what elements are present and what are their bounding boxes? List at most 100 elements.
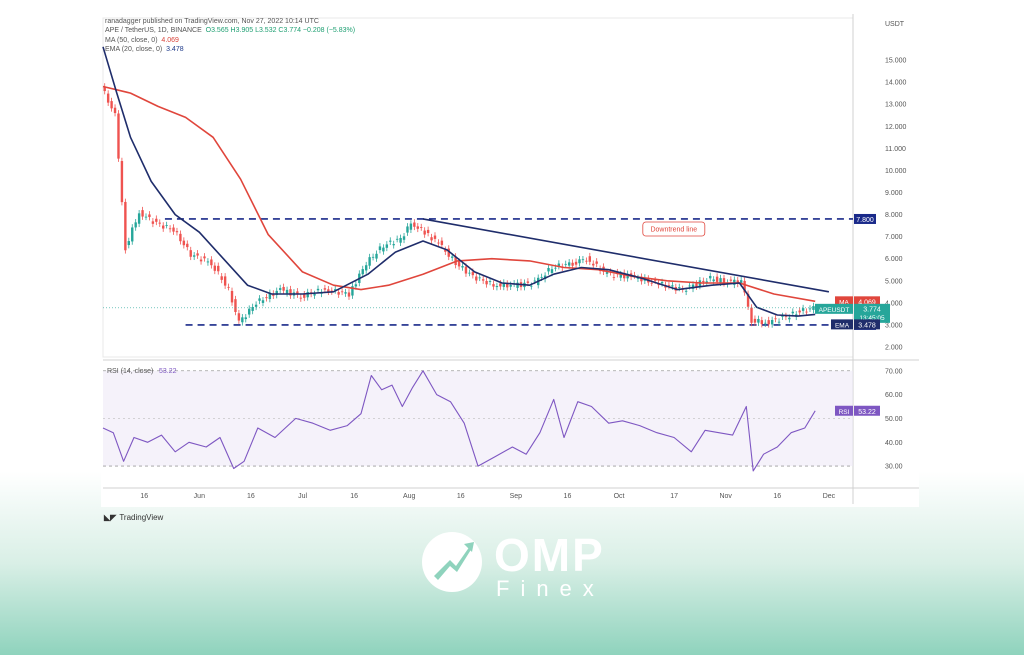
candle-body bbox=[506, 283, 509, 288]
candle-body bbox=[801, 308, 805, 311]
rsi-tag-value-bg bbox=[854, 405, 880, 416]
candle-body bbox=[540, 276, 543, 278]
x-tick-label: Dec bbox=[823, 493, 836, 500]
rsi-title-value: 53.22 bbox=[159, 368, 177, 375]
annotation-label: Downtrend line bbox=[650, 227, 697, 234]
candle-body bbox=[385, 244, 389, 248]
candle-body bbox=[248, 308, 251, 315]
candle-body bbox=[168, 228, 172, 230]
candle-body bbox=[502, 282, 506, 287]
candle-body bbox=[461, 266, 464, 268]
candle-body bbox=[633, 275, 636, 276]
candle-body bbox=[151, 221, 155, 224]
candle-body bbox=[172, 227, 175, 232]
candle-body bbox=[767, 320, 770, 325]
candle-body bbox=[399, 237, 402, 243]
candle-body bbox=[141, 210, 144, 217]
candle-body bbox=[554, 267, 557, 269]
candle-body bbox=[241, 317, 244, 323]
candle-body bbox=[199, 259, 203, 262]
candle-body bbox=[227, 286, 230, 288]
candle-body bbox=[450, 256, 454, 258]
price-tick-label: 5.000 bbox=[885, 278, 903, 285]
price-tick-label: 9.000 bbox=[885, 190, 903, 197]
candle-body bbox=[206, 261, 210, 263]
candle-body bbox=[812, 306, 815, 310]
x-tick-label: 16 bbox=[247, 493, 255, 500]
candle-body bbox=[808, 308, 812, 310]
candle-body bbox=[254, 304, 258, 307]
ema-tag-name-bg bbox=[831, 319, 853, 330]
candle-body bbox=[186, 243, 189, 248]
candle-body bbox=[389, 240, 392, 242]
candle-body bbox=[289, 289, 292, 296]
candle-body bbox=[337, 292, 340, 295]
candle-body bbox=[764, 322, 767, 324]
candle-body bbox=[117, 113, 120, 159]
tradingview-brand: ◣◤ TradingView bbox=[104, 513, 163, 522]
candle-body bbox=[770, 319, 774, 325]
candle-body bbox=[753, 318, 757, 323]
candle-body bbox=[282, 286, 285, 291]
ma50-line bbox=[102, 85, 816, 303]
candle-body bbox=[354, 284, 358, 287]
price-tick-label: 6.000 bbox=[885, 256, 903, 263]
candle-body bbox=[426, 229, 430, 234]
candle-body bbox=[588, 256, 592, 262]
candle-body bbox=[409, 223, 413, 230]
ape-tag-value-bg bbox=[854, 303, 890, 323]
price-chart-svg: USDT 15.000 14.000 13.000 12.000 11.000 10.000… bbox=[102, 14, 919, 504]
candle-body bbox=[457, 261, 461, 267]
candle-body bbox=[124, 201, 127, 251]
publisher-line: ranadagger published on TradingView.com,… bbox=[105, 18, 319, 25]
downtrend-line bbox=[422, 218, 830, 293]
candle-body bbox=[640, 276, 643, 282]
candle-body bbox=[364, 265, 368, 271]
candle-body bbox=[316, 288, 320, 291]
candle-body bbox=[774, 318, 777, 320]
candle-body bbox=[495, 286, 499, 288]
candle-body bbox=[234, 299, 237, 312]
candle-body bbox=[162, 225, 165, 229]
candle-body bbox=[729, 279, 733, 281]
price-tick-label: 3.000 bbox=[885, 322, 903, 329]
candle-body bbox=[715, 276, 719, 282]
candle-body bbox=[736, 280, 739, 284]
candle-body bbox=[650, 282, 653, 284]
candle-body bbox=[481, 279, 485, 281]
x-tick-label: 16 bbox=[140, 493, 148, 500]
candle-body bbox=[619, 274, 622, 278]
candle-body bbox=[351, 286, 354, 296]
candle-body bbox=[303, 294, 306, 298]
candle-body bbox=[103, 86, 106, 92]
candle-body bbox=[784, 316, 788, 317]
candle-body bbox=[392, 244, 395, 246]
candle-body bbox=[144, 216, 148, 218]
candle-body bbox=[574, 261, 578, 265]
candle-body bbox=[285, 289, 289, 294]
candle-body bbox=[413, 222, 416, 227]
ohlc-values: O3.565 H3.905 L3.532 C3.774 −0.208 (−5.8… bbox=[205, 27, 356, 34]
rsi-tag-value: 53.22 bbox=[858, 409, 876, 416]
rsi-title: RSI (14, close) bbox=[107, 368, 153, 375]
candle-body bbox=[433, 235, 437, 239]
x-tick-label: 16 bbox=[773, 493, 781, 500]
candle-body bbox=[485, 280, 488, 285]
x-tick-label: Sep bbox=[510, 493, 523, 500]
rsi-tick-label: 60.00 bbox=[885, 392, 903, 399]
candle-body bbox=[134, 222, 137, 228]
ma-legend: MA (50, close, 0) 4.069 bbox=[105, 37, 179, 44]
level-price-label: 7.800 bbox=[856, 217, 874, 224]
candle-body bbox=[564, 263, 567, 265]
x-tick-label: Jun bbox=[194, 493, 205, 500]
price-tick-label: 4.000 bbox=[885, 300, 903, 307]
candle-body bbox=[268, 292, 272, 300]
omp-finex-logo: OMP Finex bbox=[420, 530, 620, 610]
ema-tag-value-bg bbox=[854, 319, 880, 330]
ma-tag-name-bg bbox=[835, 296, 853, 307]
candle-body bbox=[595, 261, 598, 264]
candle-body bbox=[192, 255, 196, 257]
candle-body bbox=[251, 306, 254, 311]
tradingview-brand-label: TradingView bbox=[119, 513, 164, 522]
candle-body bbox=[175, 231, 179, 233]
